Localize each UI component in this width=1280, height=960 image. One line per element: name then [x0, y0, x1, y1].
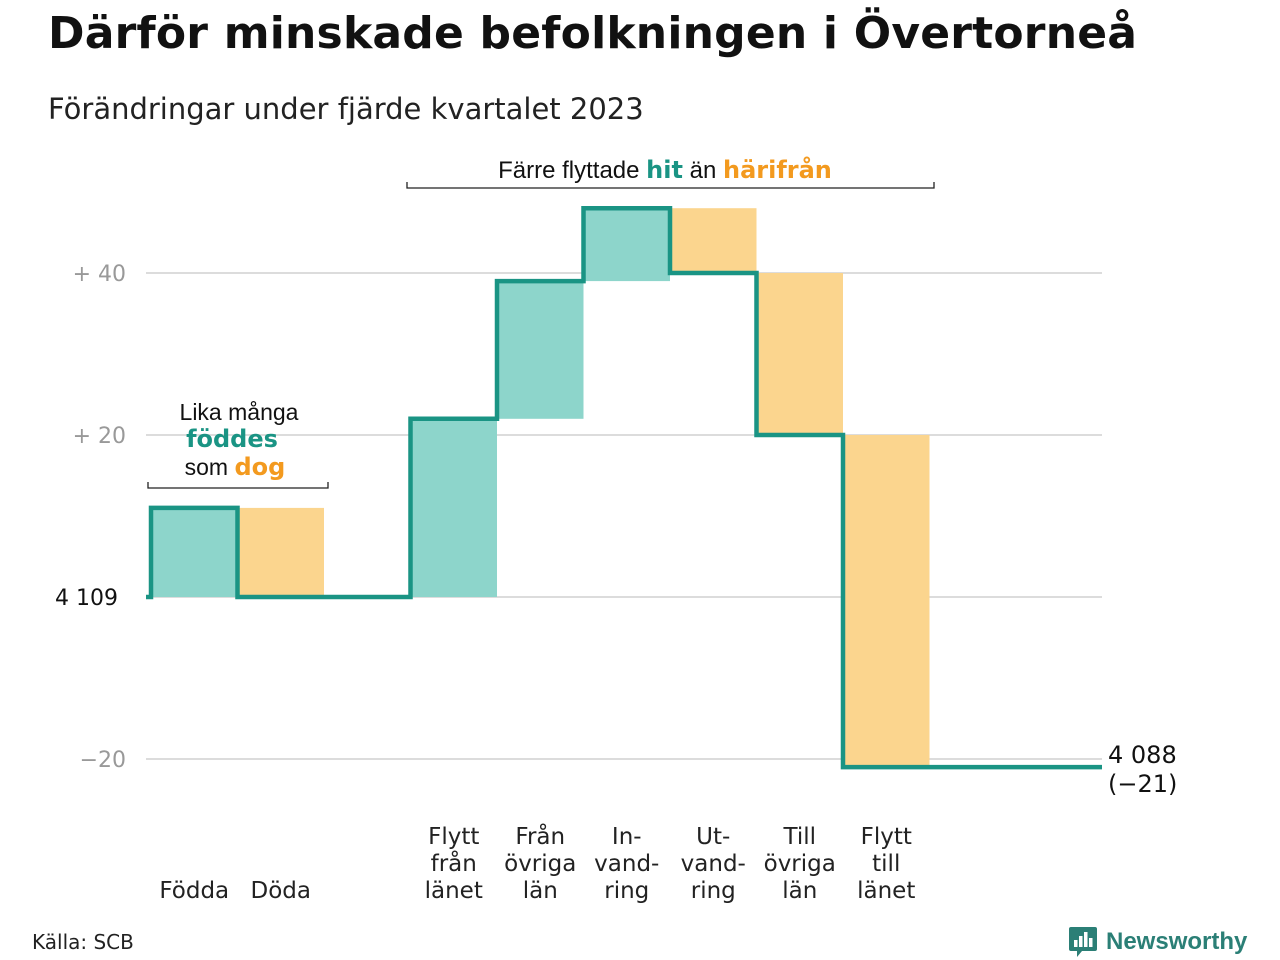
category-label: Flytt till länet: [857, 824, 915, 904]
annotation-highlight-born: föddes: [186, 425, 278, 453]
category-label: Flytt från länet: [425, 824, 483, 904]
bar-outflow: [670, 208, 757, 273]
annotation-line: som dog: [185, 453, 286, 481]
category-label: Ut-vand-ring: [681, 824, 746, 904]
annotation-migration: Färre flyttade hit än härifrån: [498, 155, 832, 184]
annotation-bracket: [406, 182, 935, 189]
end-change-label: (−21): [1108, 770, 1177, 798]
annotation-line: Lika många: [180, 399, 299, 425]
label-layer: + 40 + 20 −20 4 109 Födda Döda Flytt från länet F…: [55, 262, 1177, 904]
brand-logo[interactable]: Newsworthy: [1068, 924, 1247, 960]
bar-layer: [151, 208, 930, 768]
end-value-label: 4 088: [1108, 741, 1177, 769]
y-tick-label: −20: [80, 748, 126, 773]
start-value-label: 4 109: [55, 586, 118, 611]
annotation-bracket: [147, 482, 329, 489]
category-label: Från övriga län: [504, 822, 576, 904]
category-label: Döda: [251, 878, 311, 904]
bar-inflow: [583, 208, 670, 282]
chart-subtitle: Förändringar under fjärde kvartalet 2023: [48, 92, 644, 126]
bar-chart-speech-bubble-icon: [1069, 927, 1097, 957]
y-tick-label: + 20: [73, 424, 126, 449]
chart-title: Därför minskade befolkningen i Övertorne…: [48, 8, 1138, 59]
bar-outflow: [237, 507, 324, 597]
bar-inflow: [410, 418, 497, 597]
step-line-layer: [146, 205, 1102, 770]
category-label: Till övriga län: [764, 824, 836, 904]
bar-inflow: [151, 507, 238, 597]
brand-name: Newsworthy: [1106, 928, 1248, 955]
step-line: [146, 205, 1102, 770]
source-note: Källa: SCB: [32, 930, 134, 954]
category-label: Födda: [159, 878, 229, 904]
y-tick-label: + 40: [73, 262, 126, 287]
bar-outflow: [756, 273, 843, 435]
bar-outflow: [843, 435, 930, 768]
category-label: In-vand-ring: [594, 824, 659, 904]
bar-inflow: [497, 281, 584, 419]
